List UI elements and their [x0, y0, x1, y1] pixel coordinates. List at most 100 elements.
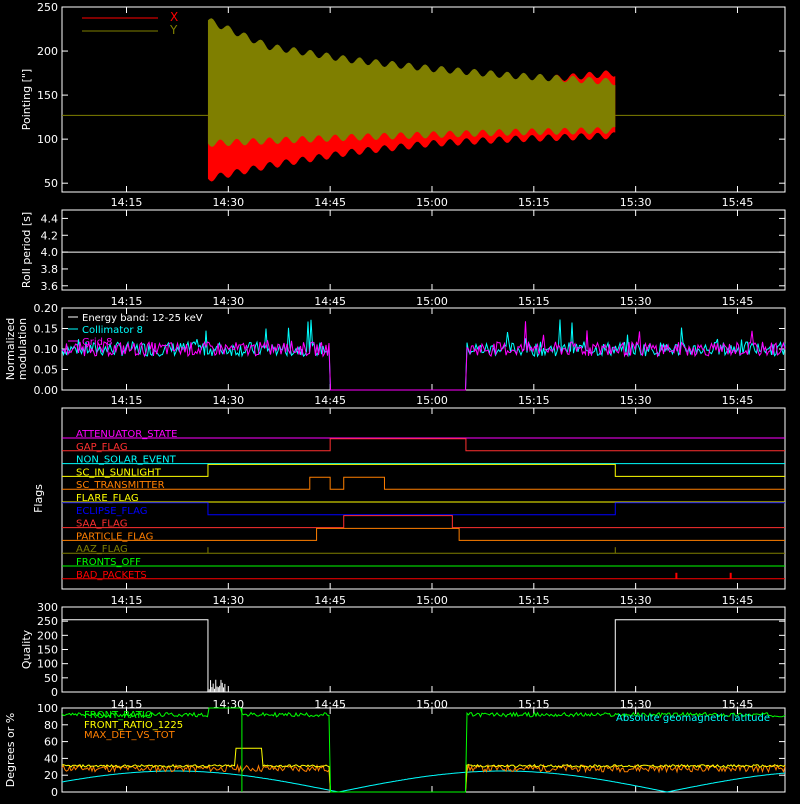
flag-trace-eclipse-flag [62, 502, 785, 516]
flag-label-non-solar-event: NON_SOLAR_EVENT [76, 455, 177, 466]
time-tick-label: 15:15 [518, 594, 550, 607]
y-tick-label: 250 [37, 1, 58, 14]
time-tick-label: 15:45 [722, 394, 754, 407]
time-tick-label: 15:30 [620, 295, 652, 308]
quality-trace [62, 619, 785, 693]
y-tick-label: 0 [51, 686, 58, 699]
flag-trace-sc-transmitter [62, 476, 785, 490]
ratio-axis-label: Degrees or % [4, 713, 17, 787]
flag-trace-particle-flag [62, 527, 785, 541]
time-tick-label: 14:45 [314, 394, 346, 407]
y-tick-label: 100 [37, 702, 58, 715]
modulation-axis-label: Normalized [4, 318, 17, 380]
time-tick-label: 14:45 [314, 295, 346, 308]
flag-label-gap-flag: GAP_FLAG [76, 442, 128, 453]
y-tick-label: 4.0 [41, 246, 59, 259]
flag-label-sc-transmitter: SC_TRANSMITTER [76, 480, 165, 491]
y-tick-label: 60 [44, 736, 58, 749]
legend-label-x: X [170, 10, 178, 24]
modulation-axis-label: modulation [16, 318, 29, 380]
modulation-trace-cyan [61, 319, 786, 391]
time-tick-label: 14:15 [111, 594, 143, 607]
y-tick-label: 150 [37, 644, 58, 657]
y-tick-label: 100 [37, 133, 58, 146]
time-tick-label: 14:30 [212, 196, 244, 209]
ratio-legend-max-det-vs-tot: MAX_DET_VS_TOT [84, 730, 176, 741]
y-tick-label: 300 [37, 601, 58, 614]
ratio-legend-front-ratio-1225: FRONT_RATIO_1225 [84, 720, 183, 731]
flag-trace-saa-flag [62, 515, 785, 529]
time-tick-label: 14:30 [212, 594, 244, 607]
y-tick-label: 150 [37, 89, 58, 102]
front-ratio-trace [61, 707, 786, 793]
time-tick-label: 14:30 [212, 394, 244, 407]
y-tick-label: 3.6 [41, 280, 59, 293]
max-det-trace [61, 763, 786, 793]
time-tick-label: 15:45 [722, 196, 754, 209]
flag-label-particle-flag: PARTICLE_FLAG [76, 531, 153, 542]
time-tick-label: 14:45 [314, 196, 346, 209]
pointing-axis-label: Pointing ["] [20, 69, 33, 130]
y-tick-label: 4.2 [41, 229, 59, 242]
modulation-annotation: Grid 8 [82, 337, 113, 348]
pointing-band-y [207, 18, 616, 147]
time-tick-label: 15:00 [416, 295, 448, 308]
time-tick-label: 15:15 [518, 295, 550, 308]
time-tick-label: 14:15 [111, 196, 143, 209]
latitude-trace [61, 770, 786, 793]
y-tick-label: 4.4 [41, 212, 59, 225]
y-tick-label: 0 [51, 786, 58, 799]
y-tick-label: 80 [44, 719, 58, 732]
y-tick-label: 0.20 [34, 302, 59, 315]
y-tick-label: 20 [44, 769, 58, 782]
flag-label-attenuator-state: ATTENUATOR_STATE [76, 429, 177, 440]
y-tick-label: 0.05 [34, 364, 59, 377]
y-tick-label: 100 [37, 658, 58, 671]
quality-axis-label: Quality [20, 629, 33, 669]
flag-label-bad-packets: BAD_PACKETS [76, 570, 147, 581]
y-tick-label: 0.10 [34, 343, 59, 356]
flag-label-fronts-off: FRONTS_OFF [76, 557, 141, 568]
time-tick-label: 14:15 [111, 394, 143, 407]
flag-label-eclipse-flag: ECLIPSE_FLAG [76, 506, 147, 517]
time-tick-label: 14:30 [212, 295, 244, 308]
y-tick-label: 0.15 [34, 323, 59, 336]
ratio-legend-front-ratio: FRONT_RATIO [84, 710, 153, 721]
panel-frame-2 [61, 209, 786, 291]
flag-label-saa-flag: SAA_FLAG [76, 519, 127, 530]
time-tick-label: 15:30 [620, 196, 652, 209]
time-tick-label: 15:45 [722, 295, 754, 308]
modulation-trace-magenta [61, 321, 786, 391]
y-tick-label: 50 [44, 177, 58, 190]
y-tick-label: 200 [37, 629, 58, 642]
y-tick-label: 3.8 [41, 263, 59, 276]
latitude-label: Absolute geomagnetic latitude [616, 713, 770, 724]
flag-trace-sc-in-sunlight [62, 463, 785, 477]
time-tick-label: 15:30 [620, 394, 652, 407]
panel-frame-1 [61, 6, 786, 193]
y-tick-label: 50 [44, 672, 58, 685]
time-tick-label: 15:45 [722, 594, 754, 607]
panel-frame-4 [61, 407, 786, 590]
modulation-annotation: Energy band: 12-25 keV [82, 313, 203, 324]
legend-label-y: Y [169, 23, 178, 37]
flags-axis-label: Flags [32, 484, 45, 513]
y-tick-label: 0.00 [34, 384, 59, 397]
time-tick-label: 14:45 [314, 594, 346, 607]
time-tick-label: 15:00 [416, 594, 448, 607]
time-tick-label: 15:15 [518, 394, 550, 407]
flag-label-flare-flag: FLARE_FLAG [76, 493, 139, 504]
time-tick-label: 15:00 [416, 196, 448, 209]
flag-label-aaz-flag: AAZ_FLAG [76, 544, 128, 555]
flag-label-sc-in-sunlight: SC_IN_SUNLIGHT [76, 467, 162, 478]
time-tick-label: 15:15 [518, 196, 550, 209]
time-tick-label: 15:00 [416, 394, 448, 407]
y-tick-label: 40 [44, 752, 58, 765]
time-tick-label: 14:15 [111, 295, 143, 308]
y-tick-label: 250 [37, 615, 58, 628]
roll-axis-label: Roll period [s] [20, 212, 33, 288]
time-tick-label: 15:30 [620, 594, 652, 607]
y-tick-label: 200 [37, 45, 58, 58]
